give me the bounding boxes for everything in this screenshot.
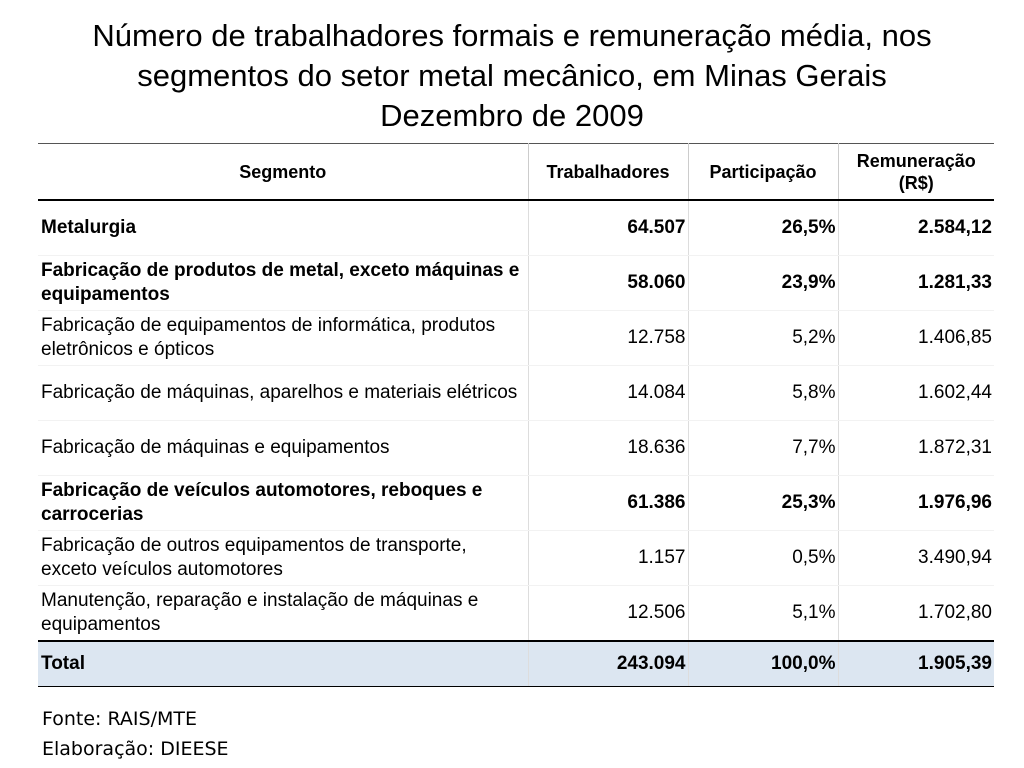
table-row: Fabricação de produtos de metal, exceto … [38, 255, 994, 311]
data-table: Segmento Trabalhadores Participação Remu… [38, 143, 994, 687]
table-row: Fabricação de veículos automotores, rebo… [38, 475, 994, 531]
title-line-2: segmentos do setor metal mecânico, em Mi… [137, 58, 887, 93]
cell-segmento: Manutenção, reparação e instalação de má… [38, 585, 529, 642]
title-line-3: Dezembro de 2009 [380, 98, 644, 133]
total-remuneracao: 1.905,39 [838, 640, 994, 687]
cell-participacao: 5,8% [688, 365, 839, 421]
table-header-row: Segmento Trabalhadores Participação Remu… [38, 143, 994, 201]
source-elaboracao: Elaboração: DIEESE [42, 738, 229, 760]
cell-trabalhadores: 12.758 [528, 310, 689, 366]
source-fonte: Fonte: RAIS/MTE [42, 708, 197, 730]
cell-segmento: Fabricação de veículos automotores, rebo… [38, 475, 529, 531]
total-participacao: 100,0% [688, 640, 839, 687]
cell-segmento: Fabricação de outros equipamentos de tra… [38, 530, 529, 586]
cell-segmento: Metalurgia [38, 200, 529, 256]
table-row: Fabricação de máquinas e equipamentos 18.… [38, 420, 994, 476]
column-header-participacao: Participação [688, 143, 839, 201]
table-body: Metalurgia 64.507 26,5% 2.584,12 Fabricação … [38, 200, 994, 642]
total-row: Total 243.094 100,0% 1.905,39 [38, 640, 994, 687]
cell-participacao: 0,5% [688, 530, 839, 586]
cell-remuneracao: 1.702,80 [838, 585, 994, 642]
table-row: Manutenção, reparação e instalação de má… [38, 585, 994, 642]
cell-trabalhadores: 58.060 [528, 255, 689, 311]
source-notes: Fonte: RAIS/MTE Elaboração: DIEESE [42, 704, 229, 764]
cell-trabalhadores: 64.507 [528, 200, 689, 256]
chart-title: Número de trabalhadores formais e remune… [20, 16, 1004, 136]
cell-remuneracao: 1.406,85 [838, 310, 994, 366]
column-header-segmento: Segmento [38, 143, 529, 201]
cell-trabalhadores: 61.386 [528, 475, 689, 531]
total-label: Total [38, 640, 529, 687]
cell-segmento: Fabricação de produtos de metal, exceto … [38, 255, 529, 311]
cell-trabalhadores: 18.636 [528, 420, 689, 476]
total-trabalhadores: 243.094 [528, 640, 689, 687]
table-row: Fabricação de máquinas, aparelhos e mate… [38, 365, 994, 421]
column-header-trabalhadores: Trabalhadores [528, 143, 689, 201]
cell-trabalhadores: 14.084 [528, 365, 689, 421]
cell-trabalhadores: 1.157 [528, 530, 689, 586]
cell-remuneracao: 3.490,94 [838, 530, 994, 586]
table-row: Fabricação de equipamentos de informátic… [38, 310, 994, 366]
cell-remuneracao: 1.281,33 [838, 255, 994, 311]
cell-segmento: Fabricação de máquinas, aparelhos e mate… [38, 365, 529, 421]
cell-remuneracao: 2.584,12 [838, 200, 994, 256]
cell-trabalhadores: 12.506 [528, 585, 689, 642]
cell-participacao: 5,2% [688, 310, 839, 366]
table-row: Metalurgia 64.507 26,5% 2.584,12 [38, 200, 994, 256]
cell-remuneracao: 1.602,44 [838, 365, 994, 421]
cell-segmento: Fabricação de equipamentos de informátic… [38, 310, 529, 366]
cell-remuneracao: 1.872,31 [838, 420, 994, 476]
column-header-remuneracao: Remuneração (R$) [838, 143, 994, 201]
cell-participacao: 23,9% [688, 255, 839, 311]
title-line-1: Número de trabalhadores formais e remune… [92, 18, 932, 53]
table-row: Fabricação de outros equipamentos de tra… [38, 530, 994, 586]
cell-participacao: 7,7% [688, 420, 839, 476]
cell-participacao: 25,3% [688, 475, 839, 531]
cell-remuneracao: 1.976,96 [838, 475, 994, 531]
cell-participacao: 5,1% [688, 585, 839, 642]
cell-participacao: 26,5% [688, 200, 839, 256]
cell-segmento: Fabricação de máquinas e equipamentos [38, 420, 529, 476]
